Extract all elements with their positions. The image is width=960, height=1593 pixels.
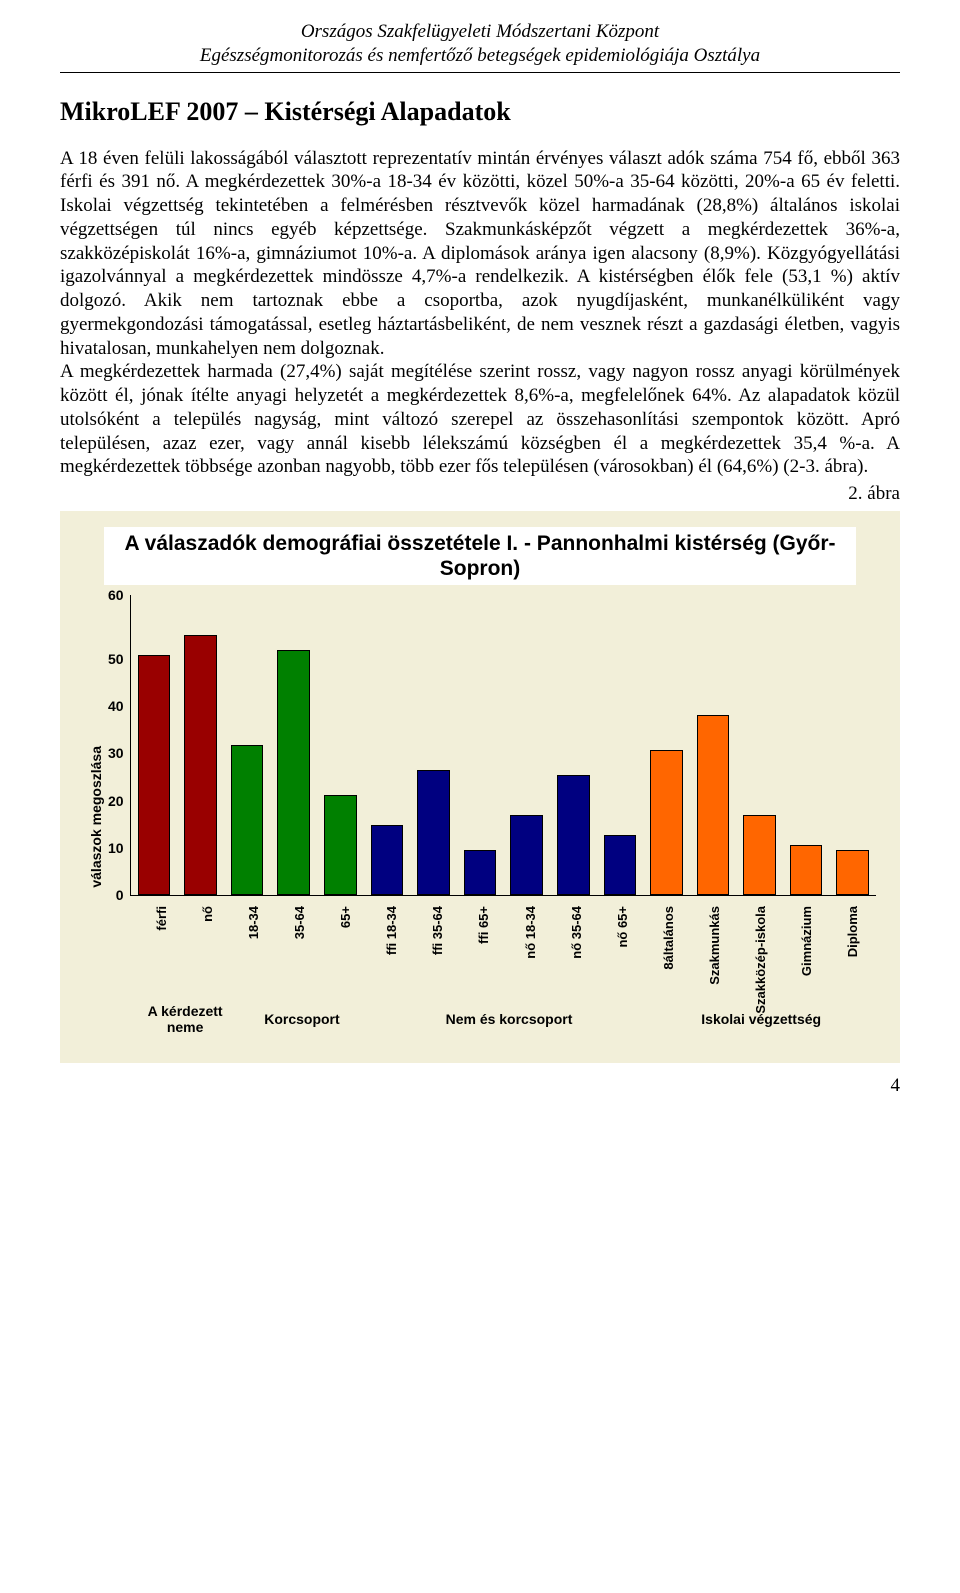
chart-x-label: nő 65+ [615,906,630,948]
page-number: 4 [60,1075,900,1097]
chart-x-label-slot: ffi 18-34 [369,896,415,996]
chart-group-label: Nem és korcsoport [372,1000,647,1039]
chart-x-label: nő 35-64 [569,906,584,959]
chart-x-label-slot: nő 65+ [599,896,645,996]
chart-bar-slot [457,595,504,895]
chart-bar [836,850,869,895]
chart-x-label: Szakmunkás [707,906,722,985]
chart-plot-row: 6050403020100 [108,595,876,896]
chart-bar [697,715,730,895]
chart-y-tick: 40 [108,698,124,714]
chart-bar-slot [550,595,597,895]
main-title: MikroLEF 2007 – Kistérségi Alapadatok [60,97,900,127]
figure-label: 2. ábra [60,483,900,505]
chart-bar [231,745,264,895]
chart-x-label: ffi 65+ [476,906,491,944]
chart-x-label: Diploma [845,906,860,957]
chart-bar-slot [690,595,737,895]
chart-x-label-slot: ffi 35-64 [415,896,461,996]
chart-y-tick: 30 [108,745,124,761]
chart-bar [324,795,357,895]
chart-y-tick: 0 [116,887,124,903]
chart-bar-slot [643,595,690,895]
chart-panel: A válaszadók demográfiai összetétele I. … [60,511,900,1063]
chart-x-label-slot: férfi [138,896,184,996]
chart-y-tick: 60 [108,587,124,603]
chart-y-axis-label: válaszok megoszlása [84,746,108,888]
spacer [108,896,138,996]
chart-outer: válaszok megoszlása 6050403020100 férfin… [84,595,876,1039]
chart-x-label: 8általános [661,906,676,970]
chart-column: 6050403020100 férfinő18-3435-6465+ffi 18… [108,595,876,1039]
chart-x-label: ffi 35-64 [430,906,445,955]
chart-x-label-slot: 18-34 [230,896,276,996]
chart-x-label-slot: nő 18-34 [507,896,553,996]
chart-x-label: 35-64 [292,906,307,939]
chart-x-label-slot: Gimnázium [784,896,830,996]
chart-bar [743,815,776,895]
chart-x-label: Gimnázium [799,906,814,976]
chart-x-label: 18-34 [246,906,261,939]
chart-bar [464,850,497,895]
chart-title: A válaszadók demográfiai összetétele I. … [104,527,856,585]
chart-bar-slot [270,595,317,895]
chart-x-label-slot: Szakközép-iskola [738,896,784,996]
chart-bar [510,815,543,895]
chart-bar [371,825,404,895]
chart-bar [138,655,171,895]
chart-bar-slot [177,595,224,895]
chart-x-label-slot: nő 35-64 [553,896,599,996]
chart-x-label: ffi 18-34 [384,906,399,955]
chart-x-labels-inner: férfi nő 18-34 35-64 65+ ffi 18-34 ffi 35-64 ff… [138,896,876,996]
chart-bar-slot [131,595,178,895]
chart-x-label-slot: 8általános [645,896,691,996]
header-line-1: Országos Szakfelügyeleti Módszertani Köz… [60,20,900,44]
chart-x-label: nő 18-34 [523,906,538,959]
chart-bar-slot [503,595,550,895]
chart-x-label: férfi [154,906,169,931]
chart-x-label-slot: Szakmunkás [692,896,738,996]
chart-x-label-slot: Diploma [830,896,876,996]
chart-x-label: nő [200,906,215,922]
chart-bar [184,635,217,895]
chart-x-label-slot: 35-64 [276,896,322,996]
header-line-2: Egészségmonitorozás és nemfertőző betegs… [60,44,900,68]
document-page: Országos Szakfelügyeleti Módszertani Köz… [0,0,960,1127]
chart-x-label-slot: nő [184,896,230,996]
chart-x-label: 65+ [338,906,353,928]
chart-bar [650,750,683,895]
chart-bar-slot [224,595,271,895]
chart-x-label-slot: 65+ [323,896,369,996]
chart-bar-slot [410,595,457,895]
chart-x-label: Szakközép-iskola [753,906,768,1014]
chart-bar [417,770,450,895]
chart-bar [557,775,590,895]
chart-group-label: Korcsoport [232,1000,371,1039]
chart-bar-slot [736,595,783,895]
chart-x-labels: férfi nő 18-34 35-64 65+ ffi 18-34 ffi 35-64 ff… [108,896,876,996]
chart-y-axis: 6050403020100 [108,595,130,895]
chart-y-tick: 10 [108,840,124,856]
chart-bar [604,835,637,895]
chart-y-tick: 50 [108,651,124,667]
page-header: Országos Szakfelügyeleti Módszertani Köz… [60,20,900,73]
chart-bar-slot [597,595,644,895]
body-paragraph: A 18 éven felüli lakosságából választott… [60,147,900,480]
chart-bar [790,845,823,895]
chart-plot-area [130,595,876,896]
chart-group-label: A kérdezett neme [138,1000,232,1039]
chart-bar [277,650,310,895]
chart-bar-slot [829,595,876,895]
spacer [108,1000,138,1039]
chart-y-tick: 20 [108,793,124,809]
chart-bar-slot [783,595,830,895]
chart-bar-slot [317,595,364,895]
chart-bar-slot [364,595,411,895]
chart-x-label-slot: ffi 65+ [461,896,507,996]
